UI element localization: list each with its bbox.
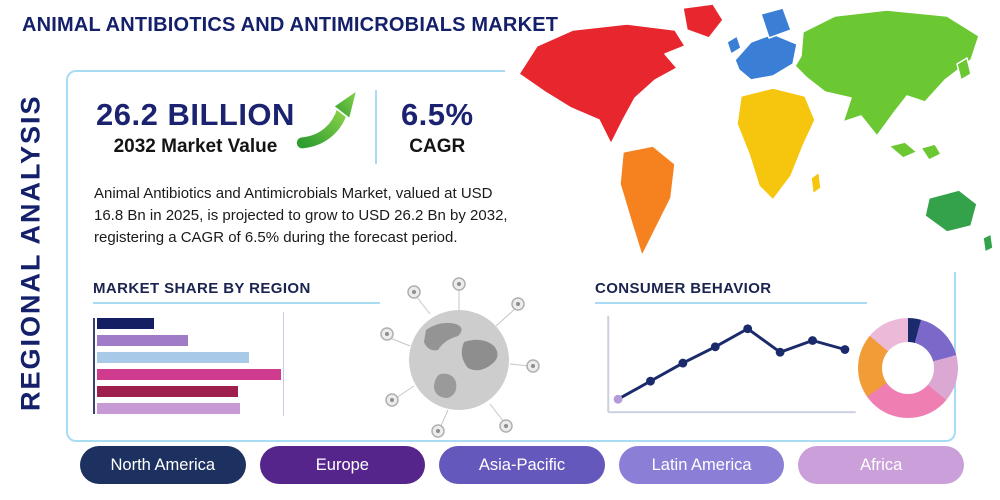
market-share-section: MARKET SHARE BY REGION [93,280,380,420]
map-japan [956,57,972,81]
map-south-america [619,145,676,257]
map-indonesia-east [920,143,942,161]
headline-stats: 26.2 BILLION 2032 Market Value 6.5% CAGR [96,88,474,166]
bar-chart-gridline [283,312,284,416]
region-button-europe[interactable]: Europe [259,446,426,484]
line-marker-3 [678,358,688,368]
market-value-stat: 26.2 BILLION 2032 Market Value [96,97,295,158]
map-greenland [682,3,724,39]
market-description: Animal Antibiotics and Antimicrobials Ma… [94,185,508,247]
network-globe [378,276,540,438]
growth-arrow-icon [294,88,359,152]
map-new-zealand [982,233,994,253]
line-series [616,327,847,401]
page-title: ANIMAL ANTIBIOTICS AND ANTIMICROBIALS MA… [22,14,559,36]
map-australia [924,189,978,233]
map-madagascar [810,171,822,195]
donut-hole [882,342,934,394]
map-indonesia-west [888,141,918,159]
network-globe-graphic [380,277,540,438]
stats-divider [374,90,377,164]
market-share-bar-chart [93,312,287,416]
region-button-north-america[interactable]: North America [80,446,246,484]
market-share-heading: MARKET SHARE BY REGION [93,280,380,304]
region-button-asia-pacific[interactable]: Asia-Pacific [439,446,605,484]
line-marker-2 [646,376,655,386]
cagr-label: CAGR [409,135,466,157]
cagr-value: 6.5% [400,96,474,132]
consumer-behavior-section: CONSUMER BEHAVIOR [595,280,867,422]
line-marker-8 [840,345,850,354]
line-marker-6 [775,347,785,357]
map-north-america [518,23,686,145]
map-scandinavia [760,7,792,39]
regional-donut-chart [858,318,958,418]
line-marker-7 [808,336,817,345]
bar-region-4 [97,369,282,380]
market-value: 26.2 BILLION [96,96,295,132]
cagr-stat: 6.5% CAGR [401,97,474,158]
line-marker-4 [710,342,720,352]
map-europe [734,33,798,81]
region-button-latin-america[interactable]: Latin America [618,446,785,484]
consumer-behavior-line-chart [607,315,856,414]
map-uk [726,35,742,55]
bar-region-1 [97,318,154,329]
market-value-label: 2032 Market Value [113,135,278,157]
bar-region-2 [97,335,189,346]
region-button-africa[interactable]: Africa [798,446,964,484]
bar-region-5 [97,386,238,397]
map-africa [736,87,816,201]
map-asia [794,9,980,137]
bar-region-6 [97,403,240,414]
line-marker-5 [743,324,753,334]
region-buttons-row: North America Europe Asia-Pacific Latin Ame… [80,446,964,484]
bar-region-3 [97,352,249,363]
world-map [505,0,997,272]
line-marker-1 [613,394,623,404]
world-map-graphic [518,3,994,257]
consumer-behavior-heading: CONSUMER BEHAVIOR [595,280,867,304]
regional-analysis-vertical-label: REGIONAL ANALYSIS [15,94,46,412]
